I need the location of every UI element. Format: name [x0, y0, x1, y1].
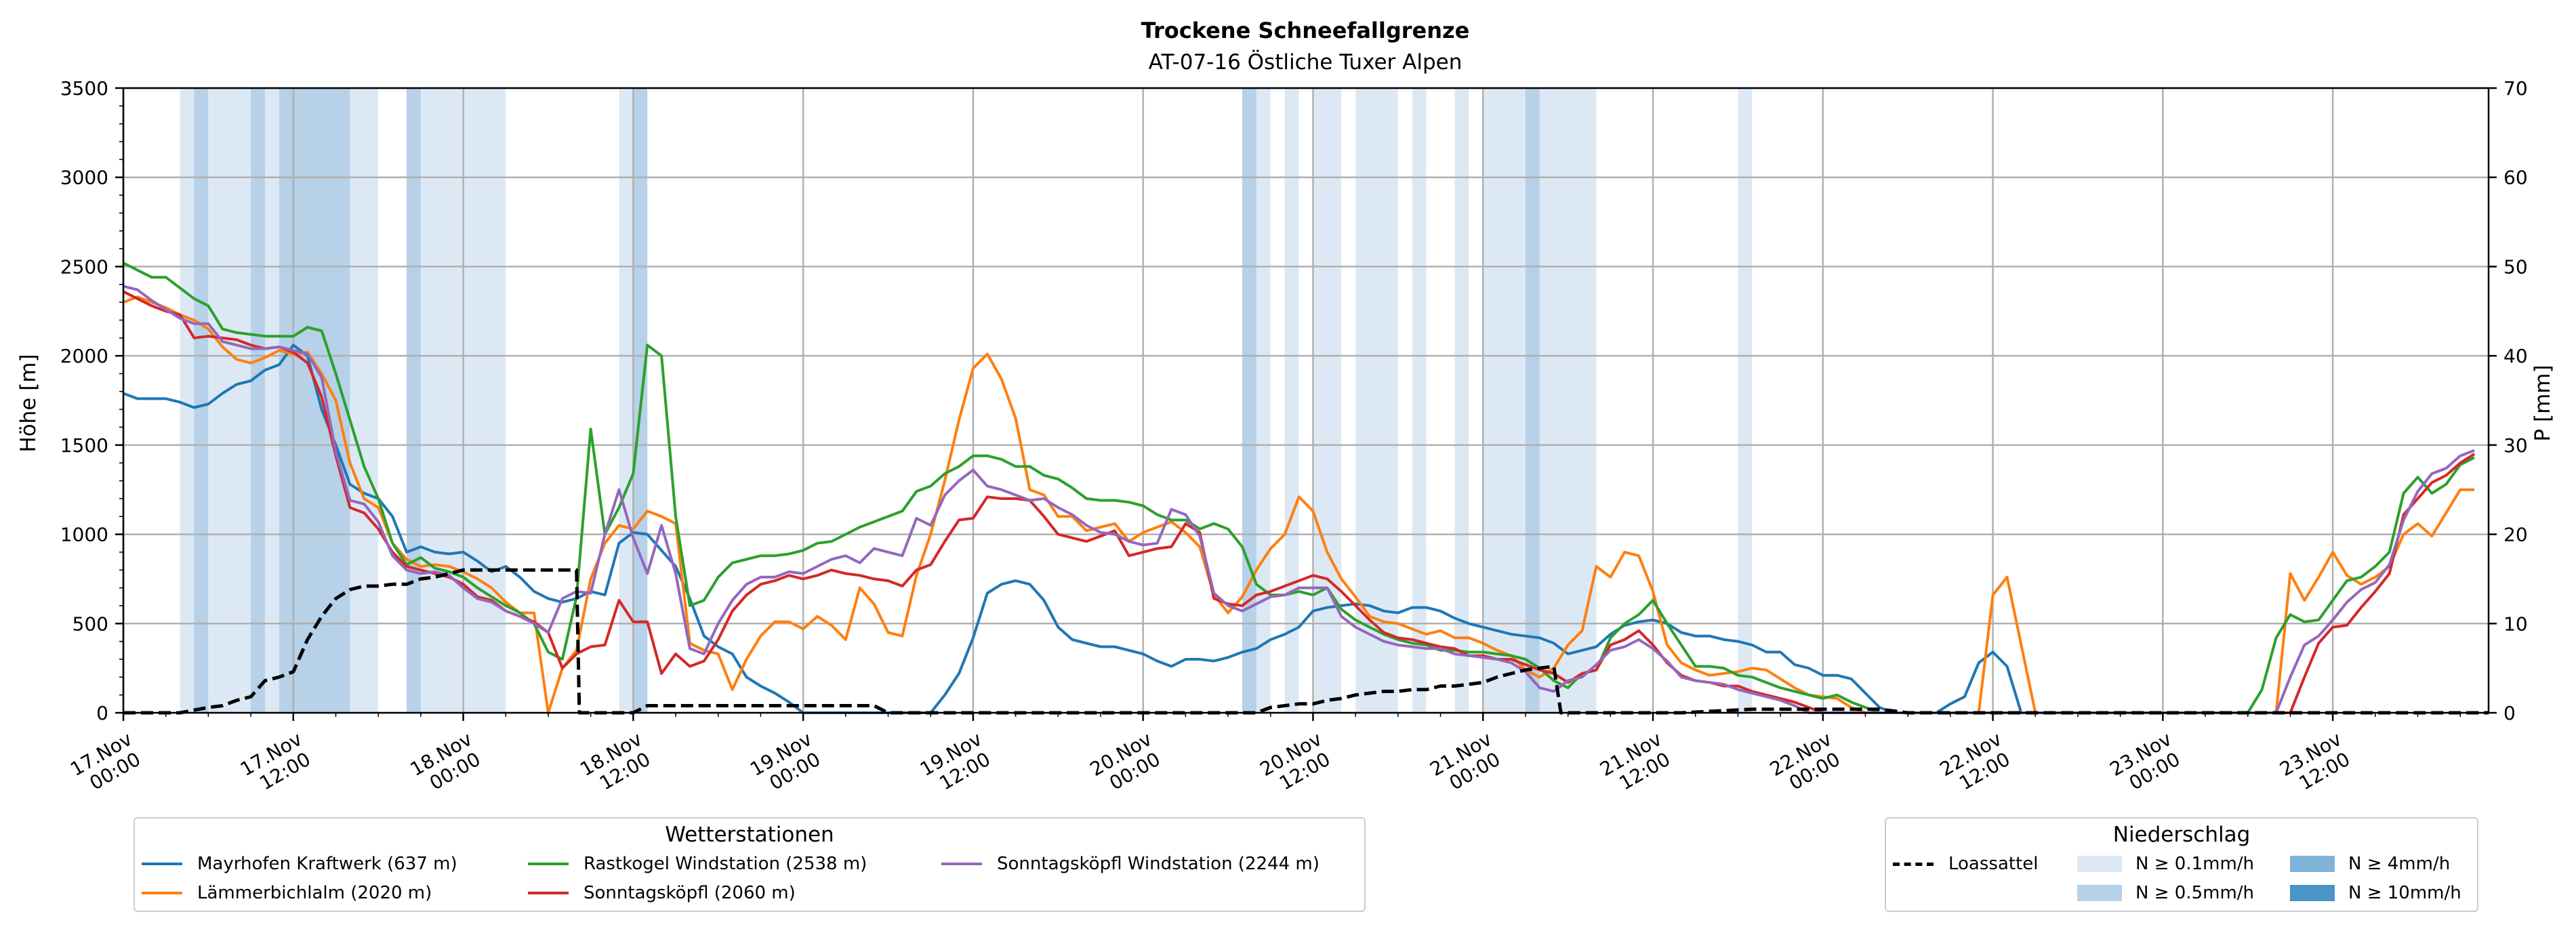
legend-swatch	[528, 892, 569, 894]
series-line-sonntagskopfl-windstation-2244-m	[123, 285, 2475, 714]
legend-item-laemmerbichlalm: Lämmerbichlalm (2020 m)	[142, 883, 432, 903]
y-tick-label: 0	[96, 702, 108, 724]
legend-label: N ≥ 0.5mm/h	[2135, 883, 2255, 903]
precip-band	[1313, 88, 1342, 713]
y2-tick-label: 20	[2503, 524, 2528, 546]
y-tick-label: 2500	[60, 255, 108, 278]
precip-band	[1284, 88, 1299, 713]
legend-item-precip-2: N ≥ 4mm/h	[2290, 854, 2450, 874]
legend-swatch	[941, 863, 982, 865]
precip-legend: Niederschlag Loassattel N ≥ 0.1mm/h N ≥ …	[1885, 817, 2478, 912]
stations-legend-title: Wetterstationen	[665, 823, 834, 847]
legend-label: Lämmerbichlalm (2020 m)	[197, 883, 432, 903]
legend-item-sonntagskoepfl-wind: Sonntagsköpfl Windstation (2244 m)	[941, 854, 1320, 874]
precip-band	[406, 88, 421, 713]
y-tick-label: 1000	[60, 524, 108, 546]
precip-band	[251, 88, 265, 713]
series-line-mayrhofen-kraftwerk-637-m	[123, 344, 2023, 714]
y2-tick-label: 70	[2503, 77, 2528, 100]
legend-swatch	[142, 863, 182, 865]
y-tick-label: 3500	[60, 77, 108, 100]
series-line-rastkogel-windstation-2538-m	[123, 262, 2475, 714]
legend-swatch	[528, 863, 569, 865]
legend-label: N ≥ 0.1mm/h	[2135, 854, 2255, 874]
precip-band	[1242, 88, 1256, 713]
stations-legend: Wetterstationen Mayrhofen Kraftwerk (637…	[134, 817, 1366, 912]
legend-item-mayrhofen: Mayrhofen Kraftwerk (637 m)	[142, 854, 457, 874]
legend-swatch	[2290, 885, 2335, 901]
precip-legend-title: Niederschlag	[2112, 823, 2251, 847]
precip-band	[1412, 88, 1427, 713]
y2-tick-label: 30	[2503, 434, 2528, 457]
legend-label: N ≥ 10mm/h	[2348, 883, 2461, 903]
legend-item-precip-1: N ≥ 0.5mm/h	[2077, 883, 2254, 903]
y2-tick-label: 10	[2503, 613, 2528, 635]
y-tick-label: 3000	[60, 167, 108, 189]
legend-label: Sonntagsköpfl (2060 m)	[584, 883, 796, 903]
legend-item-loassattel: Loassattel	[1893, 854, 2039, 874]
y-axis-label: Höhe [m]	[16, 354, 41, 452]
y2-axis-label: P [mm]	[2531, 365, 2555, 441]
precipitation-bands	[180, 88, 1753, 713]
series-line-loassattel	[123, 568, 2489, 715]
legend-item-rastkogel: Rastkogel Windstation (2538 m)	[528, 854, 867, 874]
chart-subtitle: AT-07-16 Östliche Tuxer Alpen	[1149, 49, 1463, 75]
precip-band	[350, 88, 379, 713]
legend-label: Loassattel	[1948, 854, 2039, 874]
legend-swatch	[2077, 885, 2122, 901]
precip-band	[1525, 88, 1540, 713]
precip-band	[264, 88, 279, 713]
precip-band	[619, 88, 634, 713]
precip-band	[1539, 88, 1597, 713]
legend-item-precip-0: N ≥ 0.1mm/h	[2077, 854, 2254, 874]
precip-band	[194, 88, 209, 713]
legend-label: Mayrhofen Kraftwerk (637 m)	[197, 854, 457, 874]
precip-band	[1738, 88, 1753, 713]
legend-swatch	[1893, 862, 1934, 866]
legend-swatch	[2077, 856, 2122, 872]
legend-label: Rastkogel Windstation (2538 m)	[584, 854, 867, 874]
precip-band	[279, 88, 350, 713]
plot-frame	[122, 87, 2490, 714]
y-tick-label: 500	[73, 613, 108, 635]
y2-tick-label: 0	[2503, 702, 2516, 724]
series-lines	[123, 262, 2489, 715]
legend-label: N ≥ 4mm/h	[2348, 854, 2451, 874]
precip-band	[1454, 88, 1469, 713]
legend-item-precip-3: N ≥ 10mm/h	[2290, 883, 2461, 903]
y-tick-label: 1500	[60, 434, 108, 457]
precip-band	[1483, 88, 1526, 713]
legend-item-sonntagskoepfl: Sonntagsköpfl (2060 m)	[528, 883, 796, 903]
y2-tick-label: 50	[2503, 255, 2528, 278]
precip-band	[208, 88, 251, 713]
chart-title: Trockene Schneefallgrenze	[1141, 18, 1470, 43]
legend-swatch	[142, 892, 182, 894]
precip-band	[1256, 88, 1271, 713]
y2-tick-label: 60	[2503, 167, 2528, 189]
legend-swatch	[2290, 856, 2335, 872]
precip-band	[180, 88, 195, 713]
y2-tick-label: 40	[2503, 345, 2528, 367]
y-tick-label: 2000	[60, 345, 108, 367]
legend-label: Sonntagsköpfl Windstation (2244 m)	[997, 854, 1320, 874]
